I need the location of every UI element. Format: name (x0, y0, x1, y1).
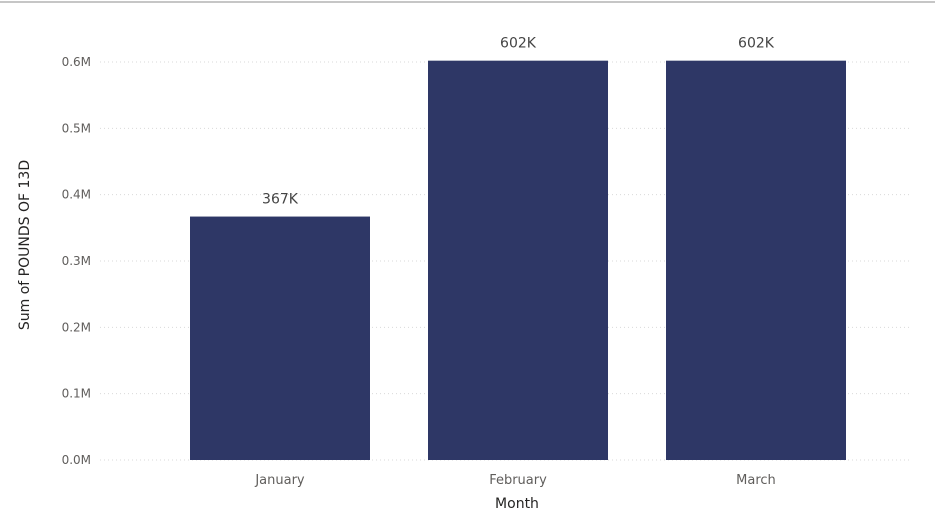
y-tick-label: 0.6M (62, 55, 91, 69)
bar-january[interactable] (190, 216, 370, 460)
x-tick-label-january: January (254, 473, 305, 488)
y-tick-label: 0.1M (62, 387, 91, 401)
x-tick-label-february: February (489, 473, 547, 488)
bar-february[interactable] (428, 60, 608, 460)
y-tick-label: 0.4M (62, 188, 91, 202)
data-label-february: 602K (500, 36, 537, 52)
y-tick-label: 0.5M (62, 121, 91, 135)
x-tick-label-march: March (736, 473, 776, 488)
x-axis-tick-labels: January February March (254, 473, 775, 488)
data-labels: 367K 602K 602K (262, 36, 775, 208)
bars (190, 60, 846, 460)
y-axis-title: Sum of POUNDS OF 13D (17, 160, 33, 330)
y-axis-tick-labels: 0.0M 0.1M 0.2M 0.3M 0.4M 0.5M 0.6M (62, 55, 91, 467)
x-axis-title: Month (495, 496, 539, 512)
bar-march[interactable] (666, 60, 846, 460)
y-tick-label: 0.2M (62, 320, 91, 334)
data-label-january: 367K (262, 192, 299, 208)
data-label-march: 602K (738, 36, 775, 52)
y-tick-label: 0.3M (62, 254, 91, 268)
y-tick-label: 0.0M (62, 453, 91, 467)
